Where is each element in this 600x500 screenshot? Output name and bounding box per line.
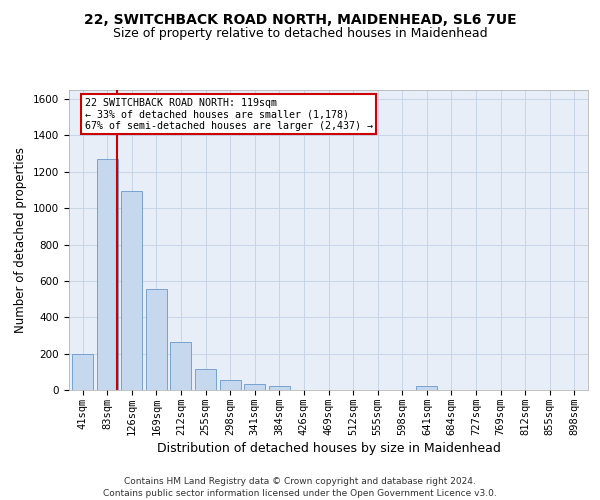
Bar xyxy=(416,386,437,390)
Text: Contains HM Land Registry data © Crown copyright and database right 2024.
Contai: Contains HM Land Registry data © Crown c… xyxy=(103,476,497,498)
Text: 22, SWITCHBACK ROAD NORTH, MAIDENHEAD, SL6 7UE: 22, SWITCHBACK ROAD NORTH, MAIDENHEAD, S… xyxy=(83,12,517,26)
Text: 22 SWITCHBACK ROAD NORTH: 119sqm
← 33% of detached houses are smaller (1,178)
67: 22 SWITCHBACK ROAD NORTH: 119sqm ← 33% o… xyxy=(85,98,373,130)
Bar xyxy=(269,386,290,390)
Bar xyxy=(121,191,142,390)
Bar xyxy=(220,380,241,390)
Bar xyxy=(72,354,93,390)
Y-axis label: Number of detached properties: Number of detached properties xyxy=(14,147,28,333)
X-axis label: Distribution of detached houses by size in Maidenhead: Distribution of detached houses by size … xyxy=(157,442,500,455)
Bar xyxy=(195,368,216,390)
Bar xyxy=(97,159,118,390)
Bar xyxy=(170,342,191,390)
Bar xyxy=(244,384,265,390)
Bar xyxy=(146,290,167,390)
Text: Size of property relative to detached houses in Maidenhead: Size of property relative to detached ho… xyxy=(113,28,487,40)
